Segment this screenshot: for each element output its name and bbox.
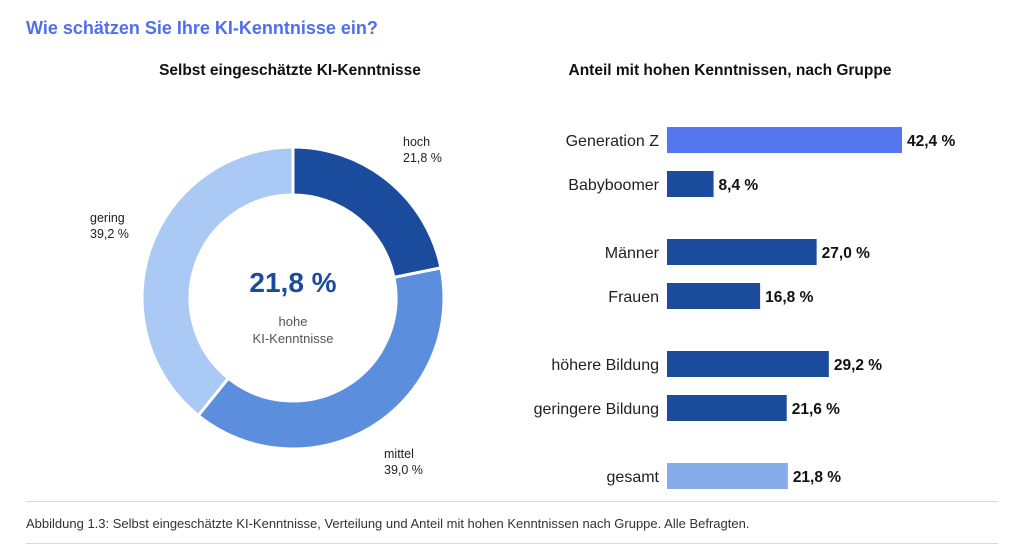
bar-5 [667,395,787,421]
divider-top [26,501,998,502]
donut-value-gering: 39,2 % [90,227,129,241]
bar-category-label: Generation Z [566,133,660,150]
bar-value-label: 16,8 % [765,289,813,306]
donut-center-label: hohe KI-Kenntnisse [253,314,334,346]
bar-value-label: 29,2 % [834,357,882,374]
bar-2 [667,239,817,265]
bar-category-label: geringere Bildung [534,401,659,418]
bar-chart-title: Anteil mit hohen Kenntnissen, nach Grupp… [568,62,892,79]
donut-center-value: 21,8 % [249,267,336,298]
donut-chart-title: Selbst eingeschätzte KI-Kenntnisse [159,62,421,79]
donut-value-mittel: 39,0 % [384,463,423,477]
bar-0 [667,127,902,153]
bar-category-label: höhere Bildung [551,357,659,374]
donut-label-mittel: mittel [384,447,414,461]
bar-value-label: 8,4 % [719,177,759,194]
donut-slice-mittel [196,266,446,451]
bar-4 [667,351,829,377]
donut-slice-gering [140,145,295,418]
divider-bottom [26,543,998,544]
donut-label-gering: gering [90,211,125,225]
bar-value-label: 21,8 % [793,469,841,486]
bar-value-label: 21,6 % [792,401,840,418]
bar-1 [667,171,714,197]
donut-label-hoch: hoch [403,135,430,149]
donut-slice-hoch [291,145,443,280]
bar-3 [667,283,761,309]
page-heading: Wie schätzen Sie Ihre KI-Kenntnisse ein? [26,18,378,38]
donut-chart: hoch 21,8 % mittel 39,0 % gering 39,2 % [90,135,446,477]
chart-area: hoch 21,8 % mittel 39,0 % gering 39,2 % 21,8 … [90,127,955,489]
donut-value-hoch: 21,8 % [403,151,442,165]
bar-category-label: Babyboomer [568,177,659,194]
bar-category-label: Frauen [608,289,659,306]
bar-6 [667,463,788,489]
bar-chart: Generation Z 42,4 % Babyboomer 8,4 % Männer 2… [534,127,955,489]
bar-category-label: gesamt [607,469,660,486]
bar-value-label: 42,4 % [907,133,955,150]
figure-caption: Abbildung 1.3: Selbst eingeschätzte KI-K… [26,516,750,531]
bar-category-label: Männer [605,245,660,262]
bar-value-label: 27,0 % [822,245,870,262]
